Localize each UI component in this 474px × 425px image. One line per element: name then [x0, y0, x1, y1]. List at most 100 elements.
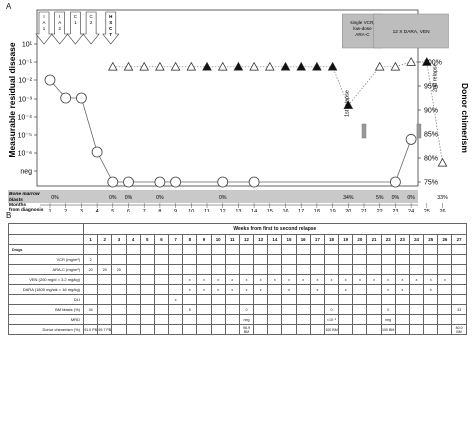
- chart-marks: [35, 11, 448, 188]
- table-cell: [182, 294, 198, 305]
- table-cell: [210, 294, 226, 305]
- table-cell: [352, 294, 368, 305]
- week-header: 27: [451, 234, 467, 245]
- table-cell: [437, 324, 453, 335]
- table-cell: [394, 294, 410, 305]
- table-row: Donor chimerism (%) 91.0 PB 99.7 PB 98.9 BM…: [8, 324, 467, 335]
- week-header: 2: [97, 234, 113, 245]
- table-cell: [153, 324, 170, 335]
- chimerism-point: [202, 61, 212, 71]
- treatment-arrow-label: I: [59, 14, 60, 19]
- treatment-arrow: [102, 11, 120, 45]
- table-cell: [196, 324, 212, 335]
- table-cell: [111, 254, 127, 265]
- table-cell: x: [224, 284, 240, 295]
- row-label: VEN (200 mg/d = 3.2 mg/kg): [8, 274, 84, 285]
- table-cell: [338, 264, 354, 275]
- table-cell: [97, 284, 113, 295]
- table-cell: [323, 264, 340, 275]
- week-header: 8: [182, 234, 198, 245]
- table-cell: [323, 244, 340, 255]
- table-cell: [196, 314, 212, 325]
- table-cell: [352, 314, 368, 325]
- table-row: ARA-C (mg/m²) 20 20 20: [8, 264, 467, 275]
- y-left-tick-label: 10⁻⁵: [18, 133, 32, 140]
- table-cell: 91.0 PB: [82, 324, 99, 335]
- table-cell: [238, 264, 255, 275]
- table-cell: 100 BM: [380, 324, 396, 335]
- table-cell: [139, 274, 155, 285]
- x-tick-label: 4: [96, 209, 99, 212]
- chimerism-point: [170, 61, 181, 71]
- table-cell: [97, 304, 113, 315]
- table-cell: [168, 304, 184, 315]
- table-cell: [281, 254, 297, 265]
- row-label: Donor chimerism (%): [8, 324, 84, 335]
- chimerism-point: [327, 61, 338, 71]
- table-cell: [139, 244, 155, 255]
- table-cell: 80.0 BM: [451, 324, 467, 335]
- table-cell: [352, 244, 368, 255]
- table-cell: [408, 284, 425, 295]
- treatment-arrow: [82, 11, 100, 45]
- relapse-annotation: 2nd relapse: [433, 63, 439, 92]
- table-cell: x: [281, 274, 297, 285]
- table-cell: x: [394, 274, 410, 285]
- table-cell: [338, 294, 354, 305]
- table-cell: [153, 254, 170, 265]
- week-header: 14: [267, 234, 283, 245]
- table-row: Drugs: [8, 244, 467, 255]
- treatment-arrow-label: H: [109, 14, 112, 19]
- table-cell: [295, 264, 311, 275]
- table-cell: [168, 274, 184, 285]
- table-cell: [352, 324, 368, 335]
- flow-marker: [416, 123, 422, 139]
- table-cell: [111, 314, 127, 325]
- table-cell: [437, 264, 453, 275]
- bm-blast-value: 0%: [407, 195, 415, 201]
- treatment-box-label: single VCR,: [350, 20, 374, 25]
- table-cell: [153, 274, 170, 285]
- bm-blast-value: 0%: [219, 195, 227, 201]
- table-cell: [125, 284, 141, 295]
- table-cell: [408, 304, 425, 315]
- mrd-point: [217, 176, 229, 188]
- chimerism-point: [343, 100, 354, 109]
- x-tick-label: 6: [127, 209, 130, 212]
- bm-blasts-band: [8, 190, 418, 203]
- table-cell: [168, 324, 184, 335]
- week-header: 7: [168, 234, 184, 245]
- table-cell: [139, 254, 155, 265]
- table-cell: [97, 314, 113, 325]
- table-cell: [153, 244, 170, 255]
- x-tick-label: 10: [188, 209, 194, 212]
- table-cell: [437, 254, 453, 265]
- table-cell: x: [437, 274, 453, 285]
- week-header: 5: [139, 234, 155, 245]
- x-tick-label: 22: [377, 209, 383, 212]
- mrd-point: [44, 74, 56, 86]
- table-cell: [380, 254, 396, 265]
- table-cell: x: [338, 274, 354, 285]
- table-cell: [323, 284, 340, 295]
- table-cell: x: [224, 274, 240, 285]
- table-title: Weeks from first to second relapse: [83, 223, 467, 235]
- table-cell: x: [408, 274, 425, 285]
- table-cell: [82, 274, 99, 285]
- table-cell: [196, 294, 212, 305]
- table-cell: [238, 294, 255, 305]
- week-header: 9: [196, 234, 212, 245]
- treatment-arrow-label: A: [58, 20, 61, 25]
- table-cell: 34: [82, 304, 99, 315]
- x-tick-label: 7: [143, 209, 146, 212]
- treatment-box-label: ARA-C: [355, 32, 370, 37]
- chimerism-point: [233, 61, 244, 71]
- table-cell: [295, 254, 311, 265]
- table-cell: [224, 314, 240, 325]
- table-cell: [153, 304, 170, 315]
- table-cell: x: [238, 274, 255, 285]
- treatment-arrow-label: 1: [74, 20, 77, 25]
- treatment-arrow-label: C: [89, 14, 93, 19]
- table-cell: [338, 254, 354, 265]
